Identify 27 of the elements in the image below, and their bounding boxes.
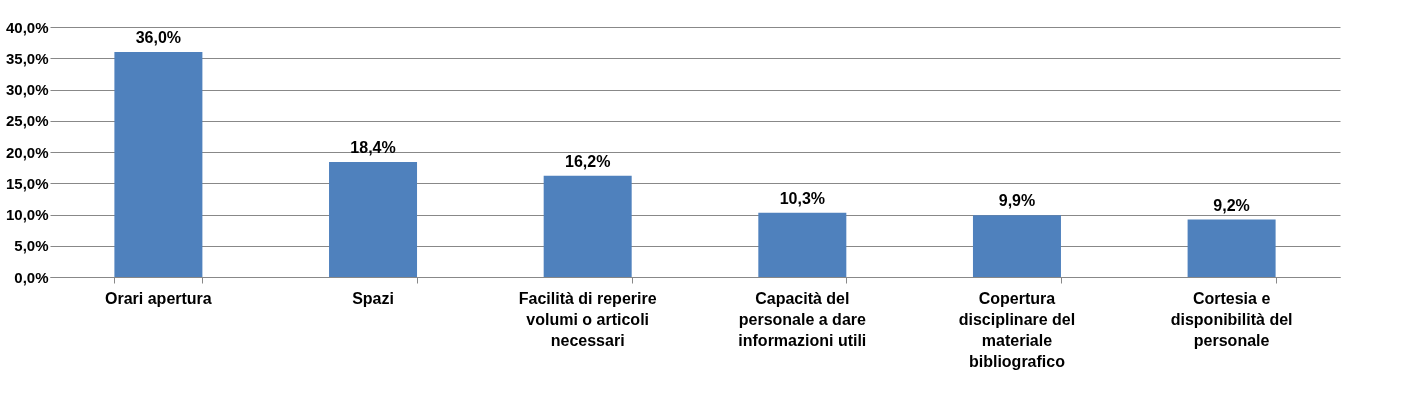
y-tick-label: 35,0% — [5, 49, 49, 67]
bar — [114, 52, 203, 277]
data-label: 10,3% — [779, 189, 826, 207]
y-tick-label: 5,0% — [14, 237, 49, 255]
bar — [1187, 219, 1276, 277]
bar — [329, 162, 418, 277]
data-label: 16,2% — [564, 152, 611, 170]
data-label: 9,9% — [998, 192, 1036, 210]
y-tick-label: 0,0% — [14, 268, 49, 286]
x-tick-label: Cortesia e disponibilità del personale — [1170, 290, 1293, 349]
data-label: 18,4% — [350, 139, 396, 156]
y-tick-label: 25,0% — [5, 112, 49, 130]
bar — [543, 175, 632, 277]
x-tick-label: Spazi — [352, 290, 394, 307]
bar — [972, 215, 1061, 277]
x-tick-label: Copertura disciplinare del materiale bibliografico — [958, 290, 1076, 370]
y-tick-label: 40,0% — [5, 18, 49, 36]
y-tick-label: 20,0% — [5, 143, 49, 161]
data-label: 36,0% — [135, 29, 182, 46]
y-tick-label: 10,0% — [5, 206, 49, 223]
y-tick-label: 15,0% — [5, 174, 49, 192]
data-label: 9,2% — [1213, 196, 1250, 214]
x-tick-label: Orari apertura — [105, 290, 212, 307]
y-tick-label: 30,0% — [5, 81, 49, 98]
x-tick-label: Capacità del personale a dare informazioni utili — [738, 290, 867, 349]
x-tick-label: Facilità di reperire volumi o articoli necessari — [518, 290, 657, 349]
bar — [758, 212, 847, 277]
